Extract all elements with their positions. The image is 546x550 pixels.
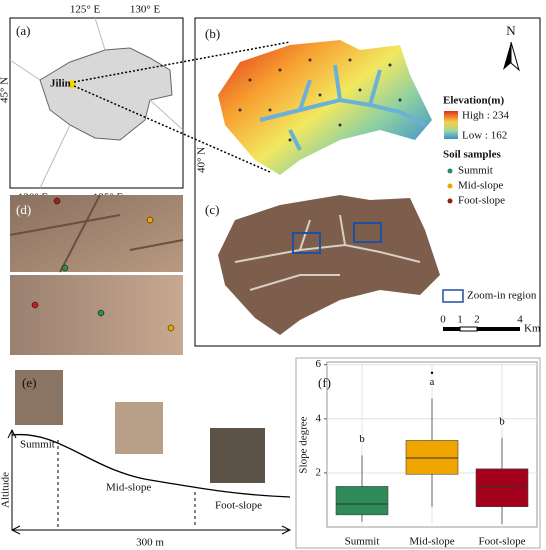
- group-letter: b: [359, 433, 365, 445]
- valley: [259, 64, 426, 151]
- legend-dot: [447, 198, 453, 204]
- lat-tick: 45° N: [0, 77, 11, 103]
- group-letter: b: [499, 415, 505, 427]
- panel-frame: [295, 357, 541, 549]
- position-label: Foot-slope: [215, 500, 262, 512]
- field-lines: [9, 194, 184, 273]
- scale-bar: [459, 326, 478, 332]
- frame: [194, 17, 541, 347]
- panel-a: (a) Jilin 125° E 130° E 120° E 125° E 45…: [0, 4, 291, 204]
- outlier: [430, 371, 434, 375]
- x-tick-label: Foot-slope: [478, 536, 525, 548]
- guide: [57, 440, 196, 528]
- legend-entry: Zoom-in region: [467, 290, 537, 302]
- legend-title: Soil samples: [443, 149, 501, 161]
- axes: [7, 428, 292, 535]
- photo: [10, 275, 183, 355]
- legend-low: Low : 162: [462, 130, 507, 142]
- sample: [97, 309, 105, 317]
- dem: [218, 40, 432, 175]
- legend-entry: Summit: [458, 165, 493, 177]
- legend-box: [442, 289, 464, 303]
- roads: [234, 214, 421, 291]
- y-axis-label: Slope degree: [298, 416, 310, 473]
- group-letter: a: [430, 376, 435, 388]
- panel-label: (f): [318, 375, 331, 390]
- photo: [210, 428, 265, 483]
- distance-label: 300 m: [136, 537, 164, 549]
- photo: [115, 402, 163, 454]
- legend-entry: Foot-slope: [458, 195, 505, 207]
- scale-unit: Km: [524, 323, 541, 335]
- y-tick-label: 4: [316, 412, 322, 424]
- panel-c: (c) Zoom-in region 0 1 2 4 Km: [205, 195, 541, 335]
- box: [335, 486, 389, 516]
- sample: [146, 216, 154, 224]
- lat-tick: 40° N: [196, 147, 208, 173]
- scale-tick: 0: [440, 314, 446, 326]
- scale-tick: 2: [474, 314, 480, 326]
- axis-label: Altitude: [0, 472, 12, 508]
- scale-bar: [443, 327, 460, 331]
- region-label: Jilin: [50, 78, 71, 90]
- legend-entry: Mid-slope: [458, 180, 503, 192]
- north-arrow: [510, 41, 520, 72]
- panel-b: (b) N 40° N Elevation(m) High : 234 Low …: [196, 23, 520, 207]
- panel-label: (b): [205, 26, 220, 41]
- box: [475, 468, 529, 508]
- legend-ramp: [444, 111, 458, 139]
- scale-bar: [477, 327, 520, 331]
- scale-tick: 4: [517, 314, 523, 326]
- y-tick-label: 2: [316, 466, 322, 478]
- panel-label: (c): [205, 202, 219, 217]
- slope-curve: [11, 433, 291, 498]
- legend-dot: [447, 168, 453, 174]
- panel-label: (d): [16, 202, 31, 217]
- legend-dot: [447, 183, 453, 189]
- panel-e: (e) Summit Mid-slope Foot-slope Altitude…: [0, 370, 292, 549]
- position-label: Mid-slope: [106, 482, 151, 494]
- scale-tick: 1: [457, 314, 463, 326]
- panel-d: (d): [9, 194, 184, 355]
- panel-label: (e): [22, 375, 36, 390]
- position-label: Summit: [20, 439, 55, 451]
- y-tick-label: 6: [316, 358, 322, 370]
- lon-tick: 130° E: [130, 4, 161, 16]
- legend-title: Elevation(m): [443, 95, 504, 107]
- sample: [31, 301, 39, 309]
- north-arrow: [503, 42, 511, 70]
- orthophoto: [218, 195, 440, 335]
- panel-label: (a): [16, 23, 30, 38]
- photo: [10, 195, 183, 272]
- north-label: N: [506, 23, 516, 38]
- photo: [15, 370, 63, 425]
- connector: [73, 41, 291, 173]
- jilin-shape: [39, 47, 173, 141]
- sample: [61, 264, 69, 272]
- x-tick-label: Summit: [345, 536, 380, 548]
- lon-tick: 125° E: [70, 4, 101, 16]
- zoom-box: [353, 222, 382, 243]
- legend-high: High : 234: [462, 110, 510, 122]
- box: [405, 440, 459, 475]
- x-tick-label: Mid-slope: [409, 536, 454, 548]
- sample: [53, 197, 61, 205]
- borders: [9, 17, 184, 189]
- sample-points: [238, 58, 402, 142]
- zoom-box: [292, 232, 321, 254]
- sample: [167, 324, 175, 332]
